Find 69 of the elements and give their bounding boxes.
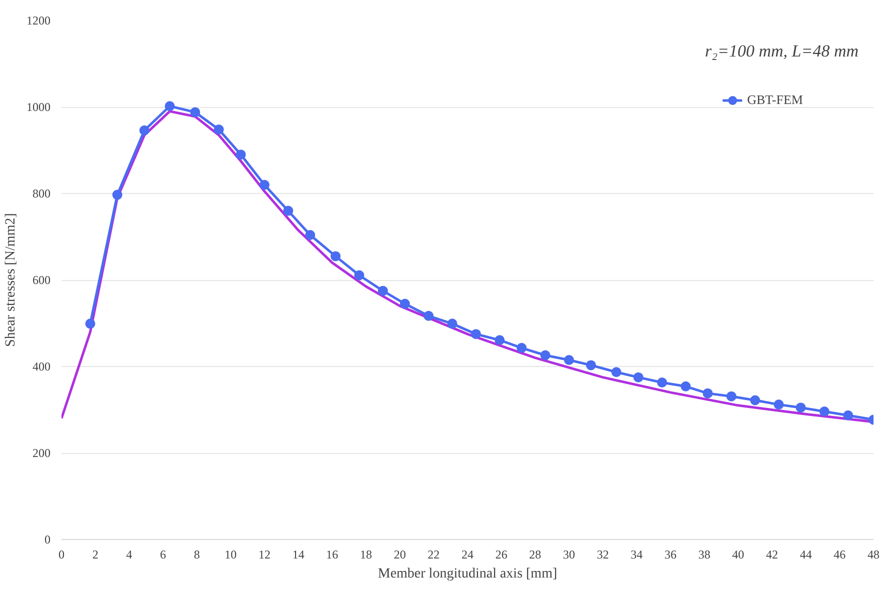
- x-tick-label: 36: [664, 548, 676, 562]
- x-tick-label: 30: [563, 548, 575, 562]
- x-tick-label: 28: [529, 548, 542, 562]
- x-tick-label: 6: [160, 548, 166, 562]
- x-tick-label: 44: [800, 548, 812, 562]
- point: [516, 342, 527, 353]
- annotation: r₂=100 mm, L=48 mm: [704, 42, 858, 60]
- point: [564, 355, 574, 366]
- x-tick-label: 20: [394, 548, 406, 562]
- point: [330, 251, 341, 262]
- y-axis-title: Shear stresses [N/mm2]: [4, 213, 18, 347]
- x-axis-title: Member longitudinal axis [mm]: [378, 566, 558, 582]
- x-tick-label: 8: [194, 548, 200, 562]
- x-tick-label: 2: [92, 548, 98, 562]
- x-tick-label: 10: [224, 548, 237, 562]
- x-tick-label: 32: [596, 548, 609, 562]
- point: [164, 101, 175, 112]
- x-tick-label: 14: [292, 548, 304, 562]
- x-tick-label: 4: [126, 548, 132, 562]
- point: [283, 206, 294, 216]
- point: [139, 125, 150, 136]
- point: [586, 360, 596, 370]
- y-tick-label: 800: [32, 186, 50, 200]
- point: [190, 107, 200, 118]
- point: [819, 406, 830, 416]
- point: [657, 378, 668, 388]
- x-tick-label: 42: [766, 548, 778, 562]
- y-tick-label: 0: [44, 532, 50, 546]
- y-tick-label: 1200: [26, 14, 50, 28]
- point: [750, 395, 760, 406]
- x-tick-label: 46: [834, 548, 846, 562]
- point: [236, 150, 246, 160]
- x-tick-label: 34: [630, 548, 643, 562]
- point: [447, 318, 458, 329]
- point: [400, 298, 410, 309]
- x-tick-label: 0: [58, 548, 64, 562]
- y-tick-label: 400: [32, 360, 50, 374]
- point: [540, 350, 550, 360]
- x-tick-label: 18: [360, 548, 372, 562]
- y-tick-label: 200: [32, 446, 50, 460]
- x-tick-label: 22: [428, 548, 440, 562]
- point: [354, 270, 364, 280]
- point: [633, 372, 644, 382]
- point: [378, 286, 388, 296]
- x-tick-label: 38: [698, 548, 710, 562]
- x-tick-label: 48: [868, 548, 880, 562]
- point: [494, 335, 505, 346]
- point: [843, 410, 854, 420]
- x-tick-label: 24: [462, 548, 474, 562]
- point: [260, 180, 270, 190]
- point: [726, 391, 736, 402]
- y-tick-label: 1000: [26, 100, 50, 114]
- point: [85, 318, 96, 329]
- x-tick-label: 16: [326, 548, 338, 562]
- point: [680, 381, 691, 392]
- x-tick-label: 40: [732, 548, 744, 562]
- y-tick-label: 600: [32, 273, 50, 287]
- x-tick-label: 12: [258, 548, 270, 562]
- point: [702, 388, 713, 398]
- point: [796, 402, 806, 413]
- point: [424, 310, 434, 321]
- point: [470, 329, 481, 340]
- point: [611, 367, 622, 378]
- point: [774, 400, 784, 410]
- x-tick-label: 26: [495, 548, 508, 562]
- point: [305, 230, 316, 240]
- point: [112, 190, 122, 200]
- legend-label: GBT-FEM: [747, 92, 803, 108]
- point: [214, 124, 224, 134]
